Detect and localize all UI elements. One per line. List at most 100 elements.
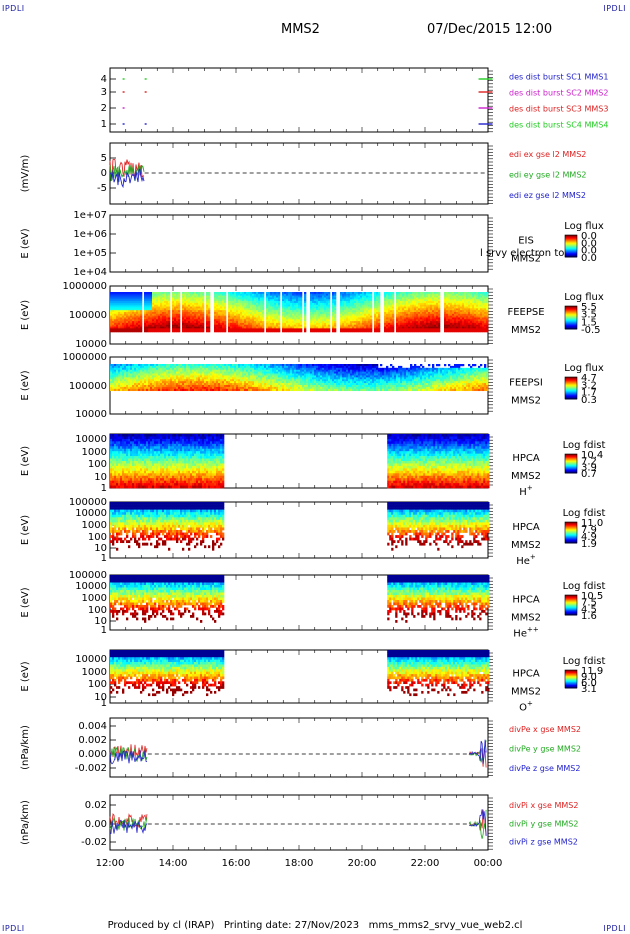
heatmap-cell <box>462 295 465 298</box>
heatmap-cell <box>376 321 379 324</box>
heatmap-cell <box>274 306 277 309</box>
heatmap-cell <box>178 379 181 382</box>
heatmap-cell <box>182 313 185 316</box>
heatmap-cell <box>216 375 219 378</box>
heatmap-cell <box>388 317 391 320</box>
heatmap-cell <box>122 369 125 372</box>
heatmap-cell <box>470 295 473 298</box>
heatmap-cell <box>478 324 481 327</box>
heatmap-cell <box>328 292 331 295</box>
heatmap-cell <box>200 293 203 296</box>
heatmap-cell <box>178 301 181 304</box>
heatmap-cell <box>266 293 269 296</box>
heatmap-cell <box>354 304 357 307</box>
heatmap-cell <box>276 324 279 327</box>
heatmap-cell <box>162 299 165 302</box>
heatmap-cell <box>222 297 225 300</box>
heatmap-cell <box>228 313 231 316</box>
heatmap-cell <box>386 330 389 333</box>
heatmap-cell <box>150 385 153 388</box>
heatmap-cell <box>156 383 159 386</box>
heatmap-cell <box>110 319 113 322</box>
heatmap-cell <box>156 381 159 384</box>
heatmap-cell <box>376 312 379 315</box>
heatmap-cell <box>136 295 139 298</box>
heatmap-cell <box>370 306 373 309</box>
legend-entry: des dist burst SC3 MMS3 <box>509 105 608 114</box>
heatmap-cell <box>240 301 243 304</box>
heatmap-cell <box>370 292 373 295</box>
colorbar-segment <box>565 311 577 314</box>
heatmap-cell <box>198 386 201 390</box>
heatmap-cell <box>164 308 167 311</box>
heatmap-cell <box>370 301 373 304</box>
heatmap-cell <box>466 301 469 304</box>
heatmap-cell <box>192 299 195 302</box>
heatmap-cell <box>262 310 265 313</box>
heatmap-cell <box>334 301 337 304</box>
heatmap-cell <box>296 293 299 296</box>
heatmap-cell <box>356 306 359 309</box>
heatmap-cell <box>140 319 143 322</box>
heatmap-cell <box>414 326 417 329</box>
heatmap-cell <box>464 312 467 315</box>
heatmap-cell <box>240 308 243 311</box>
heatmap-cell <box>348 299 351 302</box>
heatmap-cell <box>126 321 129 324</box>
heatmap-cell <box>348 293 351 296</box>
heatmap-cell <box>384 313 387 316</box>
heatmap-cell <box>206 371 209 374</box>
heatmap-cell <box>388 306 391 309</box>
heatmap-cell <box>174 297 177 300</box>
heatmap-cell <box>138 328 141 331</box>
heatmap-cell <box>374 295 377 298</box>
heatmap-cell <box>406 317 409 320</box>
heatmap-cell <box>386 317 389 320</box>
heatmap-cell <box>216 379 219 382</box>
heatmap-cell <box>208 319 211 322</box>
heatmap-cell <box>232 306 235 309</box>
heatmap-cell <box>124 297 127 300</box>
heatmap-cell <box>340 312 343 315</box>
series-line <box>109 164 145 182</box>
heatmap-cell <box>300 299 303 302</box>
heatmap-cell <box>410 317 413 320</box>
heatmap-cell <box>462 315 465 318</box>
heatmap-cell <box>148 308 151 311</box>
heatmap-cell <box>424 322 427 326</box>
heatmap-cell <box>466 328 469 331</box>
heatmap-cell <box>244 322 247 326</box>
heatmap-cell <box>268 297 271 300</box>
heatmap-cell <box>150 322 153 326</box>
heatmap-cell <box>268 310 271 313</box>
heatmap-cell <box>172 385 175 388</box>
heatmap-cell <box>166 373 169 376</box>
heatmap-cell <box>214 321 217 324</box>
heatmap-cell <box>234 299 237 302</box>
heatmap-cell <box>468 297 471 300</box>
heatmap-cell <box>208 292 211 295</box>
heatmap-cell <box>466 306 469 309</box>
heatmap-cell <box>400 317 403 320</box>
heatmap-cell <box>188 379 191 382</box>
heatmap-cell <box>316 312 319 315</box>
heatmap-cell <box>146 379 149 382</box>
heatmap-cell <box>184 383 187 386</box>
heatmap-cell <box>162 379 165 382</box>
heatmap-cell <box>466 292 469 295</box>
heatmap-cell <box>192 326 195 329</box>
heatmap-cell <box>232 293 235 296</box>
heatmap-cell <box>342 293 345 296</box>
heatmap-cell <box>152 312 155 315</box>
heatmap-cell <box>146 308 149 311</box>
heatmap-cell <box>318 308 321 311</box>
heatmap-cell <box>248 315 251 318</box>
heatmap-cell <box>384 292 387 295</box>
heatmap-cell <box>166 322 169 326</box>
heatmap-cell <box>352 310 355 313</box>
heatmap-cell <box>468 328 471 331</box>
heatmap-cell <box>408 302 411 306</box>
heatmap-cell <box>118 293 121 296</box>
heatmap-cell <box>152 299 155 302</box>
heatmap-cell <box>460 319 463 322</box>
